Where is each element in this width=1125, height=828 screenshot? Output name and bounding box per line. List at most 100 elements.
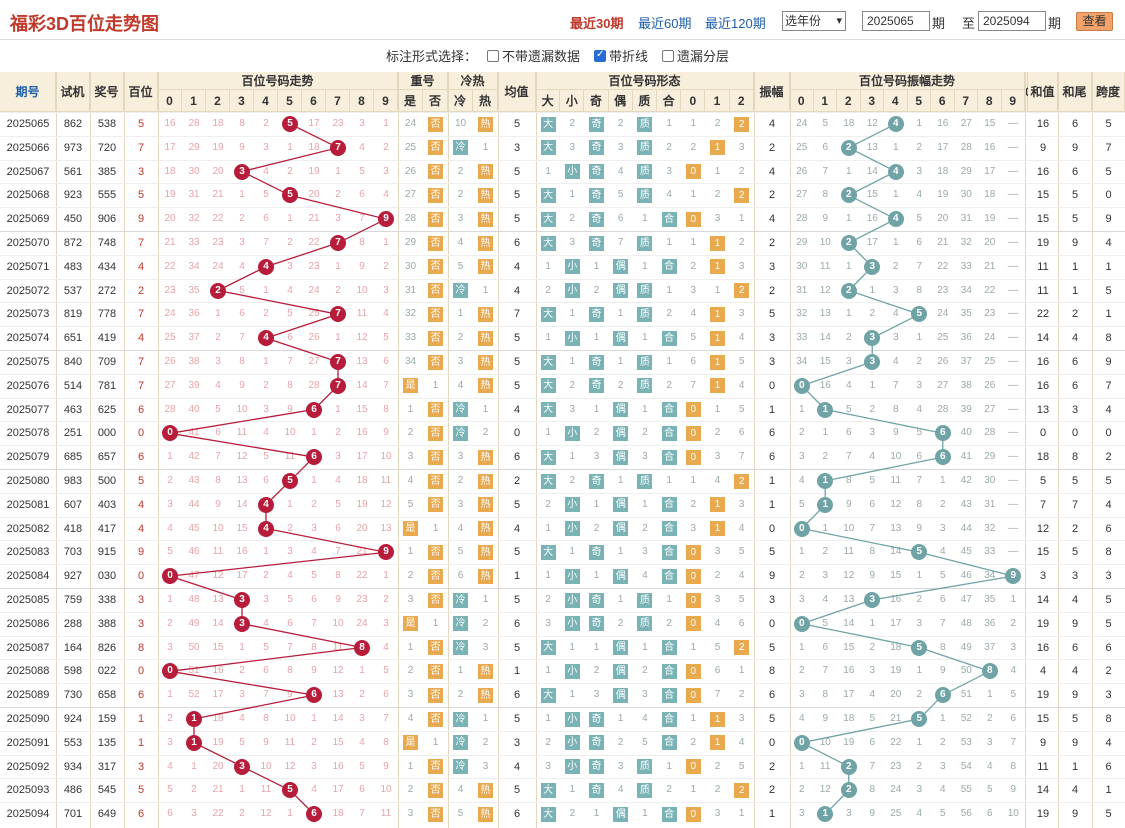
trend-omission: 7	[335, 546, 341, 558]
checkbox-checked-icon[interactable]	[594, 49, 606, 62]
trend-omission: 3	[383, 617, 389, 629]
road-omission: 3	[738, 308, 745, 320]
zhenfu-omission: 2	[869, 403, 876, 415]
zhenfu-omission: 18	[843, 118, 855, 129]
form-10-1-badge: 合	[661, 497, 677, 513]
zhenfu-omission: 4	[916, 189, 923, 201]
nav-recent-120[interactable]: 最近120期	[705, 16, 766, 31]
checkbox-icon[interactable]	[487, 50, 499, 62]
road-1-badge: 1	[709, 140, 725, 156]
form-8-1-badge: 小	[564, 425, 580, 441]
form-10-0: 质	[633, 112, 657, 136]
trend-omission: 7	[383, 713, 389, 724]
cell-qihao: 2025086	[6, 617, 50, 630]
road-1-badge: 1	[709, 735, 725, 751]
trend-ball: 5	[282, 187, 298, 204]
zhenfu-omission: 7	[869, 522, 876, 534]
trend-omission: 11	[332, 641, 344, 653]
nav-recent-30[interactable]: 最近30期	[570, 16, 624, 31]
road-omission: 1	[738, 808, 745, 820]
form-10-0-badge: 质	[637, 140, 653, 156]
road-omission: 2	[690, 260, 697, 272]
leng-badge: 冷	[453, 402, 468, 418]
nav-recent-60[interactable]: 最近60期	[638, 16, 692, 31]
trend-omission: 39	[188, 379, 200, 391]
re-badge: 热	[478, 568, 493, 584]
zhenfu-omission: 3	[986, 736, 993, 748]
form-9-1-badge: 偶	[613, 663, 629, 679]
trend-omission: 7	[263, 689, 269, 701]
form-omission: 1	[593, 332, 600, 344]
form-omission: 3	[545, 617, 551, 629]
cell-qihao: 2025073	[6, 308, 50, 321]
zhenfu-omission: 1	[892, 189, 899, 201]
header-z-digit: 3	[860, 90, 884, 112]
chong-fou: 否	[423, 207, 448, 231]
chong-fou-badge: 否	[428, 283, 443, 299]
header-z-digit: 2	[837, 90, 861, 112]
trend-omission: 6	[287, 332, 293, 344]
form-9-0: 奇	[584, 588, 608, 612]
chong-shi: 31	[404, 284, 417, 296]
cell-zhenfu: 0	[768, 522, 776, 535]
cell-hezhi: 4	[1039, 665, 1047, 678]
zhenfu-omission: 4	[939, 546, 946, 558]
query-button[interactable]: 查看	[1076, 12, 1113, 31]
form-10-1-badge: 合	[661, 687, 677, 703]
to-period-input[interactable]: 2025094	[978, 11, 1046, 31]
zhenfu-omission: —	[1008, 451, 1019, 463]
cell-qihao: 2025088	[6, 665, 50, 678]
cell-zhenfu: 3	[768, 332, 776, 345]
trend-omission: 11	[212, 546, 224, 558]
checkbox-icon[interactable]	[662, 50, 674, 62]
chong-fou: 否	[423, 302, 448, 326]
zhenfu-omission: 17	[843, 689, 855, 701]
option-layered[interactable]: 遗漏分层	[662, 46, 729, 65]
form-omission: 1	[569, 641, 576, 653]
trend-omission: 20	[164, 213, 176, 225]
header-trend: 百位号码走势	[158, 72, 398, 90]
form-omission: 1	[642, 213, 648, 225]
trend-omission: 1	[239, 641, 245, 653]
zhenfu-omission: —	[1008, 427, 1019, 439]
header-form-r0: 0	[681, 90, 706, 112]
leng: 5	[457, 546, 464, 558]
trend-omission: 6	[263, 213, 269, 225]
zhenfu-omission: —	[1008, 356, 1019, 367]
cell-shiji: 450	[63, 213, 83, 226]
zhenfu-omission: 54	[960, 760, 972, 772]
re-badge: 热	[478, 354, 493, 370]
option-no-omission[interactable]: 不带遗漏数据	[487, 46, 580, 65]
form-omission: 2	[666, 379, 672, 391]
form-10-0: 质	[633, 302, 657, 326]
trend-omission: 2	[287, 165, 293, 177]
zhenfu-omission: 17	[890, 617, 902, 629]
option-polyline[interactable]: 带折线	[594, 46, 648, 65]
trend-omission: 11	[380, 808, 392, 820]
form-omission: 1	[666, 760, 672, 772]
re: 热	[473, 350, 498, 374]
form-8-1: 小	[560, 493, 584, 517]
road-omission: 4	[690, 308, 697, 320]
from-period-input[interactable]: 2025065	[862, 11, 930, 31]
road-1: 1	[705, 136, 729, 160]
year-select[interactable]: 选年份	[782, 11, 846, 31]
form-10-1-badge: 合	[661, 425, 677, 441]
form-omission: 4	[642, 713, 648, 724]
chong-fou: 否	[423, 802, 448, 826]
header-qihao[interactable]: 期号	[0, 72, 56, 112]
cell-jianghao: 915	[97, 546, 117, 559]
road-2-badge: 2	[734, 116, 750, 132]
cell-hezhi: 11	[1037, 284, 1049, 297]
form-8-1-badge: 小	[564, 259, 580, 275]
cell-hezhi: 15	[1036, 713, 1050, 725]
re: 热	[473, 302, 498, 326]
zhenfu-omission: 14	[890, 546, 902, 558]
road-omission: 3	[690, 522, 697, 534]
chong-shi: 3	[407, 808, 414, 820]
cell-shiji: 703	[63, 546, 83, 559]
trend-omission: 4	[311, 546, 317, 558]
re: 热	[473, 445, 498, 469]
form-omission: 3	[569, 403, 576, 415]
form-10-1: 合	[657, 802, 681, 826]
